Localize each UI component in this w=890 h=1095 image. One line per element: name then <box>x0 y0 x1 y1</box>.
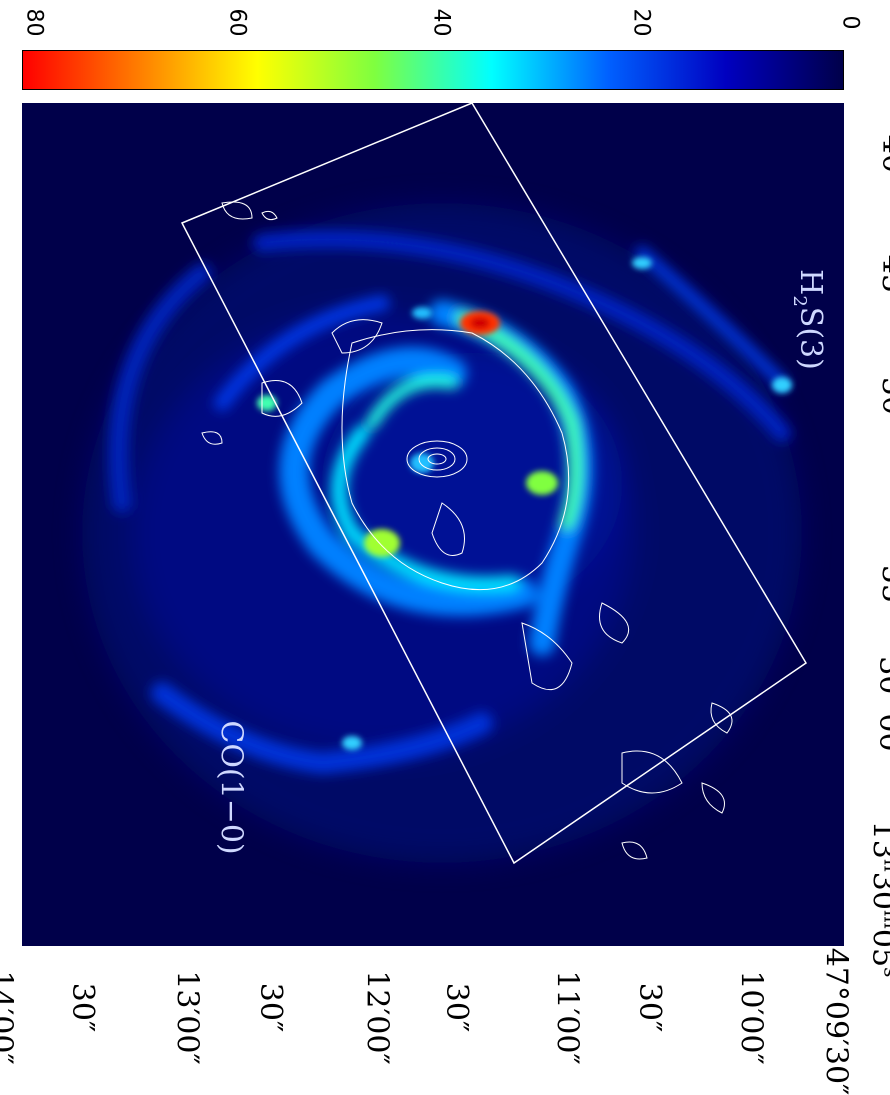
co-intensity-map <box>22 103 844 946</box>
ra-tick-label: 30m00s <box>871 656 890 762</box>
inner-arms <box>279 300 593 656</box>
colorbar-tick-label: 60 <box>224 8 250 37</box>
dec-tick-label: 12′00″ <box>359 970 395 1065</box>
map-image <box>82 103 808 865</box>
dec-tick-label: 47°09′30″ <box>818 947 854 1095</box>
h2s3-contours <box>201 201 733 860</box>
colorbar-tick-label: 40 <box>428 8 454 37</box>
colorbar-tick-label: 80 <box>21 8 47 37</box>
dec-tick-label: 30″ <box>65 982 101 1033</box>
dec-tick-label: 13′00″ <box>169 970 205 1065</box>
dec-tick-label: 30″ <box>439 982 475 1033</box>
colorbar-tick-label: 0 <box>837 15 863 30</box>
dec-tick-label: 30″ <box>253 982 289 1033</box>
dec-tick-label: 30″ <box>632 982 668 1033</box>
ra-tick-label: 55s <box>875 564 890 613</box>
slit-outline <box>180 103 808 865</box>
ra-tick-label: 45s <box>875 254 890 303</box>
dec-tick-label: 14′00″ <box>0 970 19 1065</box>
ra-tick-label: 50s <box>875 376 890 425</box>
co-label: CO(1−0) <box>213 720 249 855</box>
dec-tick-label: 11′00″ <box>549 970 585 1065</box>
dec-tick-label: 10′00″ <box>733 970 769 1065</box>
colorbar <box>22 50 844 90</box>
outer-arms <box>108 230 791 775</box>
ra-tick-label: 13h30m05s <box>865 820 890 978</box>
colorbar-tick-label: 20 <box>628 8 654 37</box>
h2s3-label: H2S(3) <box>788 269 828 370</box>
ra-tick-label: 40s <box>875 134 890 183</box>
